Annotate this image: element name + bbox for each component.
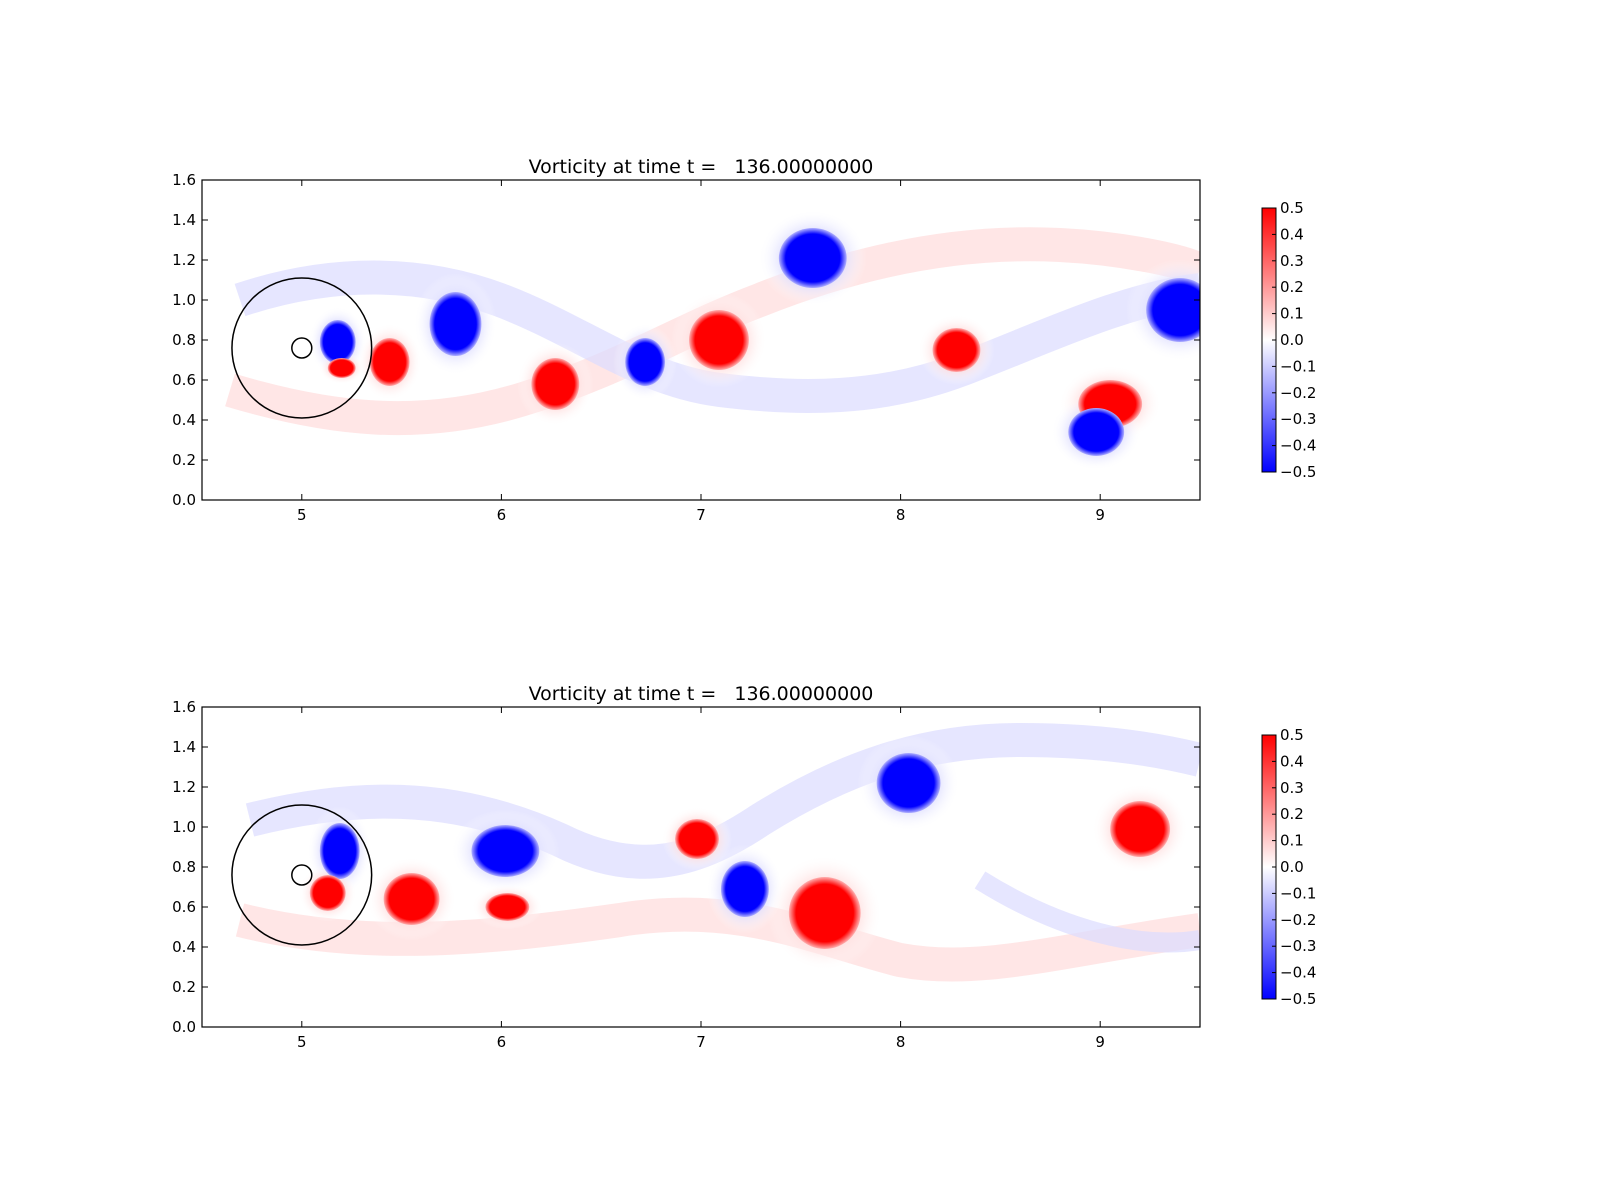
x-tick-label: 7: [696, 1033, 706, 1051]
panel-title: Vorticity at time t = 136.00000000: [529, 156, 874, 178]
x-tick-label: 8: [896, 506, 906, 524]
x-tick-label: 5: [297, 506, 307, 524]
negative-vortex: [429, 292, 482, 356]
x-tick-label: 5: [297, 1033, 307, 1051]
x-tick-label: 9: [1095, 506, 1105, 524]
positive-vortex: [1110, 801, 1171, 857]
y-tick-label: 1.2: [172, 251, 196, 269]
positive-vortex: [369, 338, 410, 386]
colorbar-tick-label: 0.4: [1280, 225, 1304, 243]
y-tick-label: 1.6: [172, 171, 196, 189]
vortices: [299, 735, 1189, 971]
domain-circle: [291, 864, 313, 886]
wake-shear-band: [245, 722, 1200, 879]
y-tick-label: 0.0: [172, 491, 196, 509]
x-tick-label: 8: [896, 1033, 906, 1051]
cylinder-outline: [231, 277, 373, 419]
colorbar-tick-label: −0.5: [1280, 463, 1316, 481]
panel-title: Vorticity at time t = 136.00000000: [529, 683, 874, 705]
x-tick-label: 7: [696, 506, 706, 524]
colorbar-tick-label: −0.2: [1280, 384, 1316, 402]
negative-vortex: [471, 825, 540, 877]
colorbar-tick-label: 0.1: [1280, 305, 1304, 323]
negative-vortex: [319, 823, 360, 879]
panel-bottom: Vorticity at time t = 136.00000000 5 6 7 8 9…: [172, 683, 1316, 1051]
wake-shear-band: [234, 260, 1200, 413]
cylinder-outline: [231, 804, 373, 946]
positive-vortex: [932, 328, 981, 372]
vortices: [308, 210, 1200, 471]
y-tick-label: 0.0: [172, 1018, 196, 1036]
positive-vortex: [689, 310, 749, 370]
colorbar-tick-label: −0.3: [1280, 410, 1316, 428]
negative-vortex: [720, 861, 769, 917]
y-tick-label: 1.0: [172, 818, 196, 836]
colorbar-tick-label: 0.2: [1280, 278, 1304, 296]
x-tick-label: 6: [497, 506, 507, 524]
y-tick-label: 0.4: [172, 938, 196, 956]
y-tick-label: 1.0: [172, 291, 196, 309]
colorbar-tick-label: 0.0: [1280, 331, 1304, 349]
x-axis: 5 6 7 8 9: [297, 180, 1105, 524]
negative-vortex: [1068, 408, 1125, 456]
y-tick-label: 0.4: [172, 411, 196, 429]
x-tick-label: 6: [497, 1033, 507, 1051]
y-tick-label: 0.6: [172, 898, 196, 916]
colorbar: 0.5 0.4 0.3 0.2 0.1 0.0 −0.1 −0.2 −0.3 −0.4 −0.5: [1261, 726, 1316, 1008]
y-axis: 0.0 0.2 0.4 0.6 0.8 1.0 1.2 1.4 1.6: [172, 698, 1200, 1036]
colorbar-tick-label: −0.2: [1280, 911, 1316, 929]
domain-circle: [231, 277, 373, 419]
colorbar-tick-label: 0.3: [1280, 779, 1304, 797]
x-axis: 5 6 7 8 9: [297, 707, 1105, 1051]
y-tick-label: 1.2: [172, 778, 196, 796]
negative-vortex: [319, 320, 356, 364]
y-tick-label: 0.2: [172, 978, 196, 996]
negative-vortex: [876, 753, 941, 813]
positive-vortex: [383, 873, 440, 925]
colorbar-tick-label: 0.4: [1280, 752, 1304, 770]
y-tick-label: 0.8: [172, 331, 196, 349]
colorbar-tick-label: −0.4: [1280, 437, 1316, 455]
positive-vortex: [327, 358, 356, 378]
positive-vortex: [788, 877, 861, 949]
y-tick-label: 0.6: [172, 371, 196, 389]
colorbar-tick-label: 0.3: [1280, 252, 1304, 270]
domain-circle: [231, 804, 373, 946]
colorbar-tick-label: 0.1: [1280, 832, 1304, 850]
x-tick-label: 9: [1095, 1033, 1105, 1051]
wake-field: [235, 722, 1200, 982]
positive-vortex: [531, 358, 580, 410]
wake-field: [225, 210, 1200, 471]
panel-top: Vorticity at time t = 136.00000000 5 6 7 8 9…: [172, 156, 1316, 524]
negative-vortex: [778, 228, 847, 288]
y-tick-label: 1.6: [172, 698, 196, 716]
colorbar-tick-label: −0.1: [1280, 884, 1316, 902]
colorbar-tick-label: −0.3: [1280, 937, 1316, 955]
y-tick-label: 1.4: [172, 738, 196, 756]
colorbar-tick-label: 0.0: [1280, 858, 1304, 876]
colorbar-tick-label: −0.1: [1280, 357, 1316, 375]
colorbar-tick-label: 0.5: [1280, 199, 1304, 217]
y-tick-label: 0.8: [172, 858, 196, 876]
colorbar-tick-label: −0.4: [1280, 964, 1316, 982]
y-tick-label: 0.2: [172, 451, 196, 469]
negative-vortex: [625, 338, 666, 386]
y-tick-label: 1.4: [172, 211, 196, 229]
colorbar-tick-label: 0.5: [1280, 726, 1304, 744]
colorbar-tick-label: −0.5: [1280, 990, 1316, 1008]
positive-vortex: [309, 875, 346, 911]
positive-vortex: [675, 819, 719, 859]
y-axis: 0.0 0.2 0.4 0.6 0.8 1.0 1.2 1.4 1.6: [172, 171, 1200, 509]
colorbar-tick-label: 0.2: [1280, 805, 1304, 823]
wake-shear-band: [974, 871, 1200, 953]
colorbar: 0.5 0.4 0.3 0.2 0.1 0.0 −0.1 −0.2 −0.3 −0.4 −0.5: [1261, 199, 1316, 481]
positive-vortex: [485, 893, 530, 921]
negative-vortex: [1146, 278, 1200, 342]
domain-circle: [291, 337, 313, 359]
